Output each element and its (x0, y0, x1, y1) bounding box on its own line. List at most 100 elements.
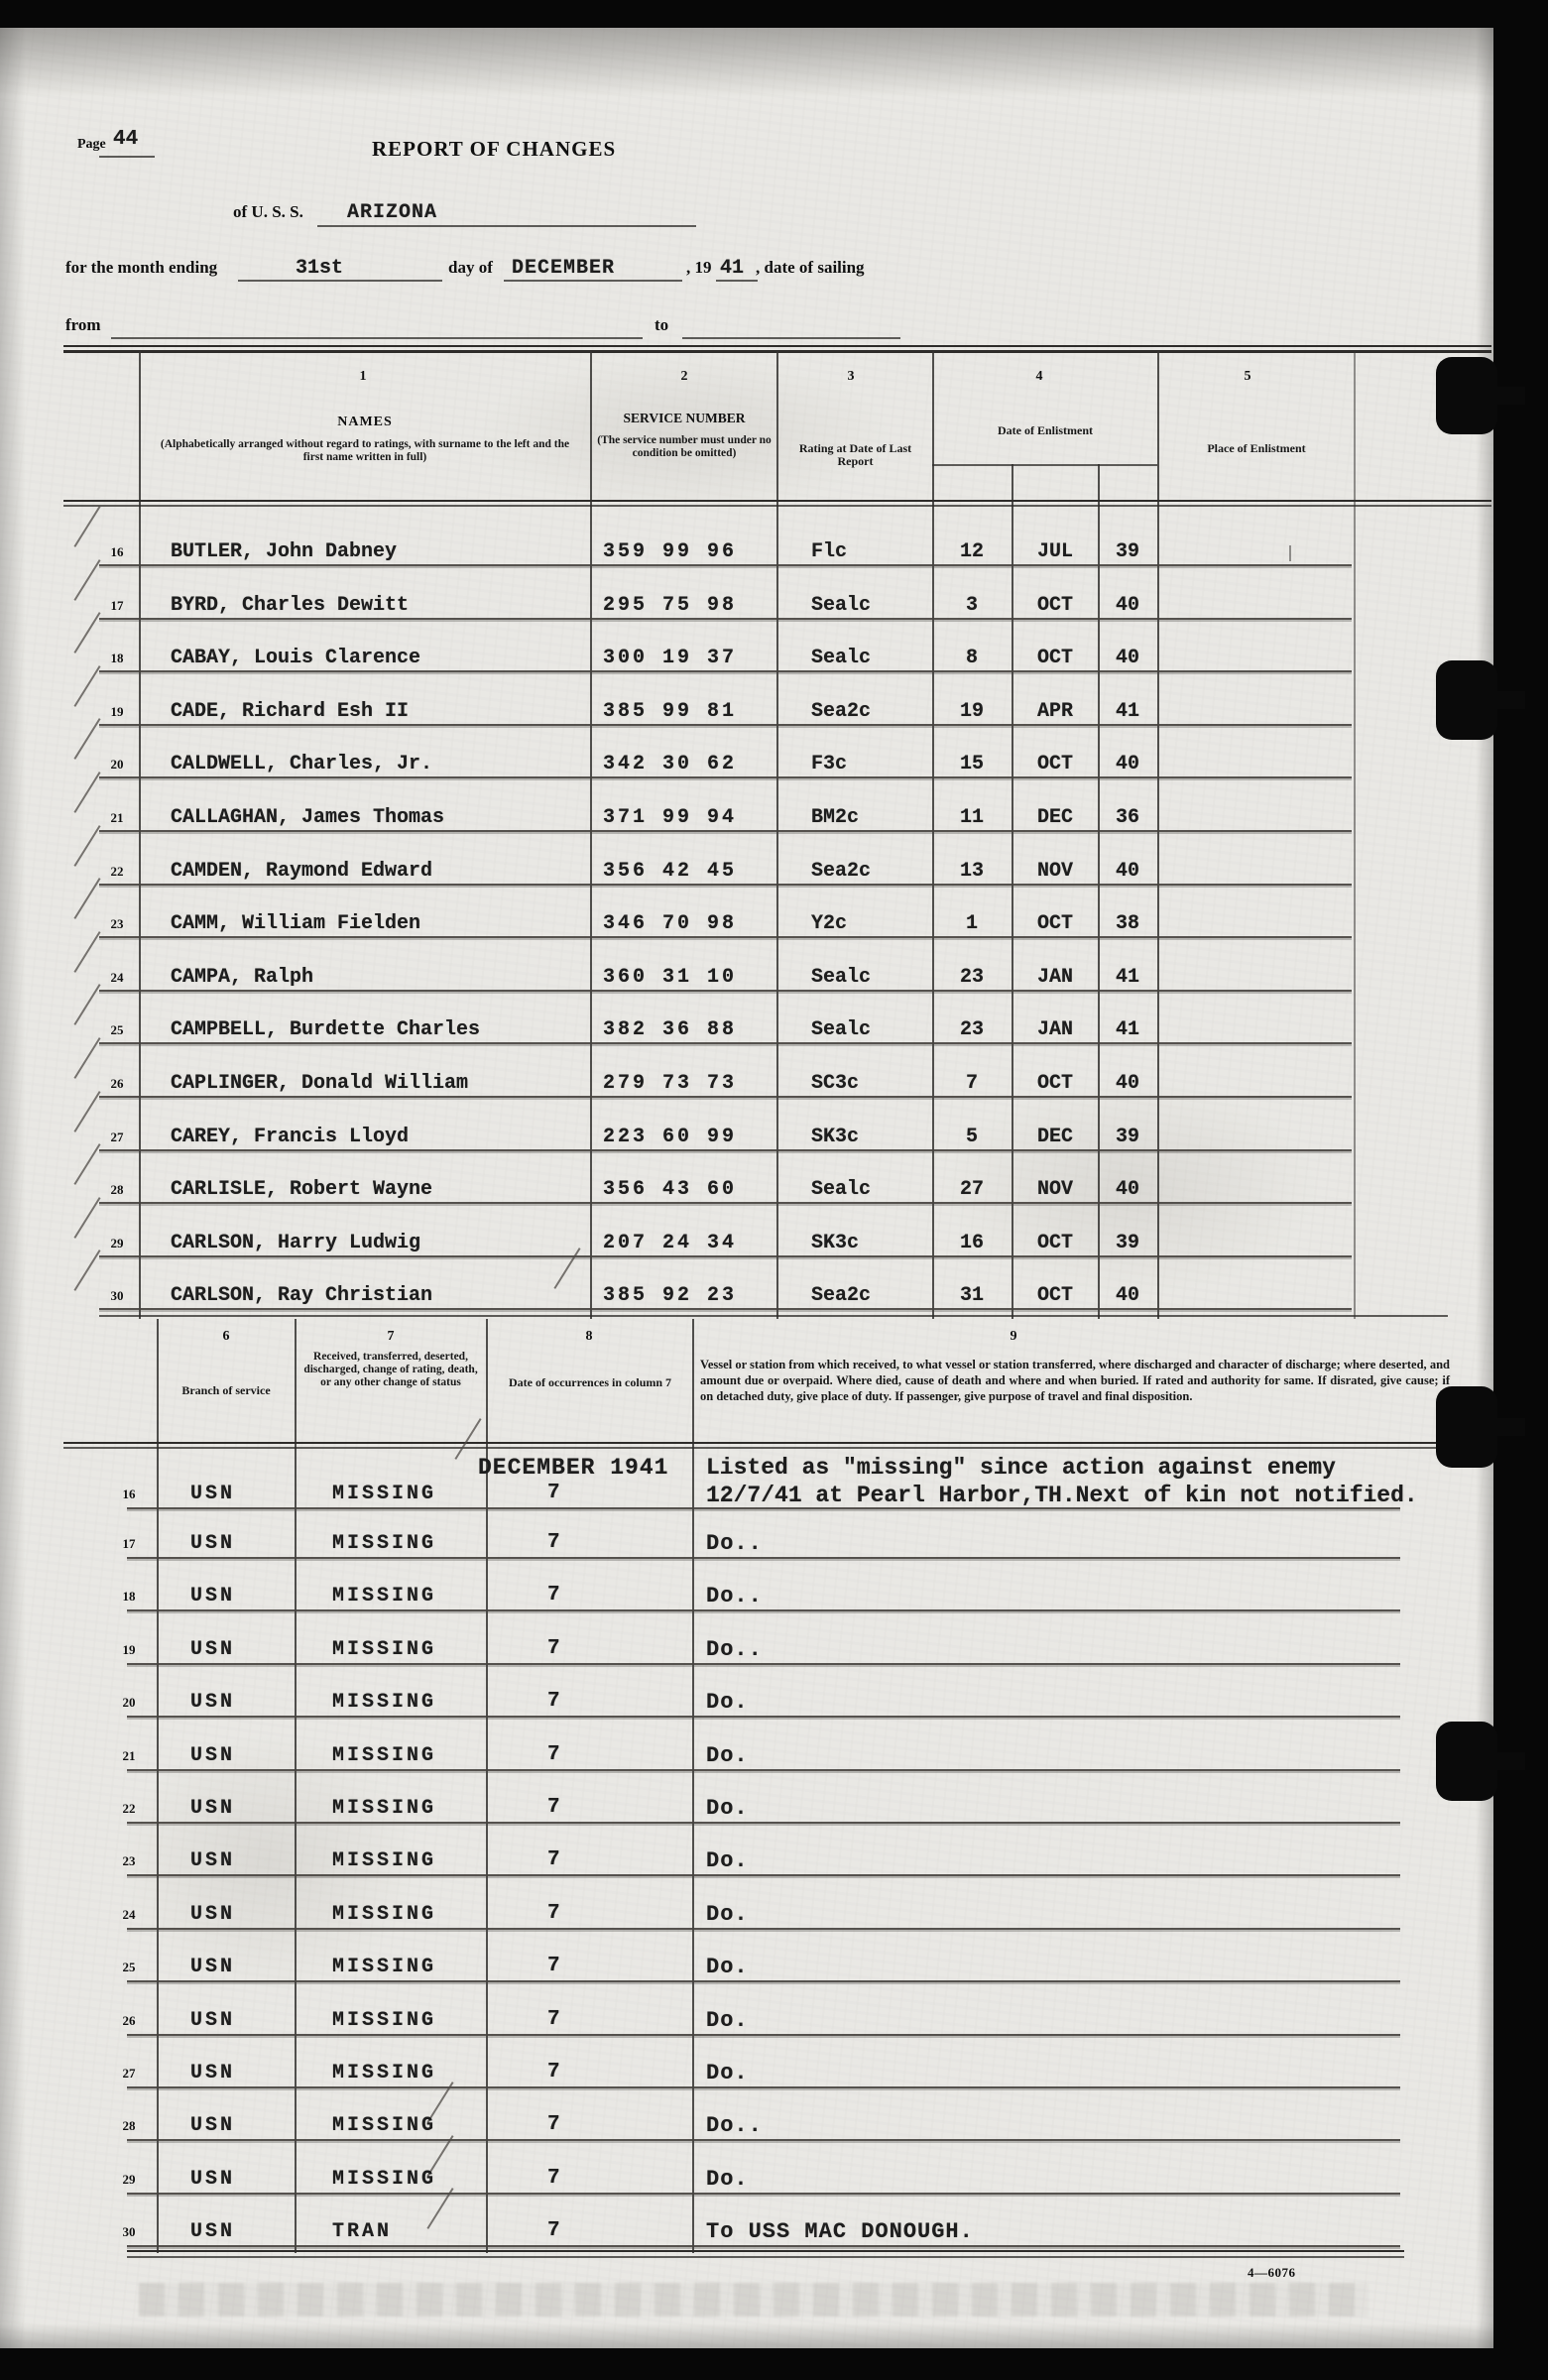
cell-branch: USN (190, 1585, 236, 1608)
cell-name: CAMDEN, Raymond Edward (171, 859, 433, 883)
cell-enlist-month: OCT (1036, 1231, 1073, 1254)
cell-service-number: 356 43 60 (603, 1178, 738, 1202)
cell-enlist-year: 40 (1115, 753, 1139, 776)
cell-enlist-month: APR (1036, 699, 1073, 723)
cell-enlist-year: 39 (1115, 1125, 1139, 1148)
cell-rating: Sea2c (811, 699, 872, 723)
cell-remark: Do.. (706, 2113, 763, 2139)
cell-enlist-day: 23 (959, 1018, 984, 1042)
cell-rating: Sealc (811, 965, 872, 989)
artifact-mark (1289, 545, 1291, 561)
cell-change: MISSING (332, 1483, 437, 1505)
cell-change: MISSING (332, 1585, 437, 1608)
table1-bottom-rule (99, 1315, 1448, 1317)
row-rule (127, 1507, 1400, 1509)
row-rule (127, 1874, 1400, 1877)
paper-stain (119, 1733, 417, 1991)
table1-col5-number: 5 (1244, 369, 1251, 384)
cell-rating: Sealc (811, 1018, 872, 1042)
form-number: 4—6076 (1248, 2265, 1296, 2280)
table2-border-left (157, 1319, 159, 2253)
cell-enlist-month: OCT (1036, 1072, 1073, 1095)
cell-enlist-month: NOV (1036, 859, 1073, 883)
cell-service-number: 371 99 94 (603, 806, 738, 829)
cell-name: CAMPBELL, Burdette Charles (171, 1018, 481, 1042)
cell-branch: USN (190, 2220, 236, 2244)
cell-name: CAREY, Francis Lloyd (171, 1125, 410, 1148)
table1-header-service-sub: (The service number must under no condit… (597, 434, 772, 459)
row-rule (99, 883, 1352, 886)
row-number: 16 (110, 544, 124, 559)
cell-branch: USN (190, 2114, 236, 2138)
table1-header-names: NAMES (337, 415, 393, 429)
row-number: 24 (110, 969, 124, 985)
cell-branch: USN (190, 2062, 236, 2084)
paper-stain (476, 355, 893, 514)
cell-change: MISSING (332, 2114, 437, 2138)
cell-branch: USN (190, 1483, 236, 1505)
cell-remark-line1: Listed as "missing" since action against… (706, 1455, 1336, 1481)
table2-header-vessel: Vessel or station from which received, t… (700, 1358, 1450, 1403)
from-rule (111, 337, 643, 339)
row-number: 30 (122, 2224, 136, 2240)
cell-date: 7 (547, 1742, 560, 1766)
table1-enlist-date-split-rule (932, 464, 1157, 466)
cell-enlist-day: 27 (959, 1178, 984, 1202)
row-rule (99, 1042, 1352, 1045)
cell-date: 7 (547, 1482, 560, 1504)
cell-enlist-year: 41 (1115, 1018, 1139, 1042)
report-title: REPORT OF CHANGES (372, 137, 617, 161)
cell-enlist-month: OCT (1036, 753, 1073, 776)
cell-service-number: 342 30 62 (603, 753, 738, 776)
day-of-label: day of (448, 258, 493, 277)
cell-enlist-day: 23 (959, 965, 984, 989)
scan-shadow-top (0, 28, 1493, 97)
row-number: 17 (110, 597, 124, 613)
cell-remark: Do. (706, 1742, 749, 1768)
cell-name: CARLSON, Ray Christian (171, 1284, 433, 1308)
row-number: 26 (110, 1076, 124, 1091)
cell-service-number: 382 36 88 (603, 1018, 738, 1042)
table2-col8-number: 8 (585, 1329, 593, 1344)
row-rule (127, 1822, 1400, 1824)
paper-stain (942, 1079, 1319, 1297)
table2-col9-number: 9 (1010, 1329, 1017, 1344)
cell-date-header: DECEMBER 1941 (478, 1455, 669, 1481)
cell-branch: USN (190, 1902, 236, 1926)
row-rule (99, 1202, 1352, 1205)
table2-bottom-rule2 (127, 2256, 1404, 2258)
cell-date: 7 (547, 1848, 560, 1872)
row-number: 18 (110, 651, 124, 666)
month-value: DECEMBER (512, 257, 616, 280)
cell-rating: SK3c (811, 1231, 860, 1254)
cell-branch: USN (190, 2167, 236, 2191)
cell-branch: USN (190, 1743, 236, 1767)
row-rule (99, 1308, 1352, 1311)
to-label: to (655, 315, 669, 334)
cell-remark: Do. (706, 2061, 749, 2085)
row-number: 21 (122, 1747, 136, 1763)
cell-enlist-year: 39 (1115, 1231, 1139, 1254)
row-number: 22 (122, 1801, 136, 1816)
cell-date: 7 (547, 2113, 560, 2137)
row-rule (127, 2033, 1400, 2036)
cell-date: 7 (547, 1690, 560, 1714)
cell-name: CAMPA, Ralph (171, 965, 314, 989)
cell-enlist-month: JUL (1036, 540, 1073, 563)
row-number: 25 (122, 1960, 136, 1975)
cell-enlist-day: 1 (965, 912, 978, 936)
year-prefix-label: , 19 (686, 258, 712, 277)
cell-enlist-year: 40 (1115, 1178, 1139, 1202)
row-number: 29 (122, 2171, 136, 2187)
cell-rating: Sealc (811, 1178, 872, 1202)
cell-enlist-year: 41 (1115, 699, 1139, 723)
cell-enlist-day: 11 (959, 806, 984, 829)
cell-remark: Do. (706, 1901, 749, 1927)
binder-clasp (1436, 357, 1525, 434)
cell-service-number: 359 99 96 (603, 540, 738, 563)
cell-enlist-day: 5 (965, 1125, 978, 1148)
cell-rating: BM2c (811, 806, 860, 829)
cell-branch: USN (190, 1956, 236, 1979)
table1-col4-number: 4 (1035, 369, 1043, 384)
ship-prefix-label: of U. S. S. (233, 202, 303, 221)
